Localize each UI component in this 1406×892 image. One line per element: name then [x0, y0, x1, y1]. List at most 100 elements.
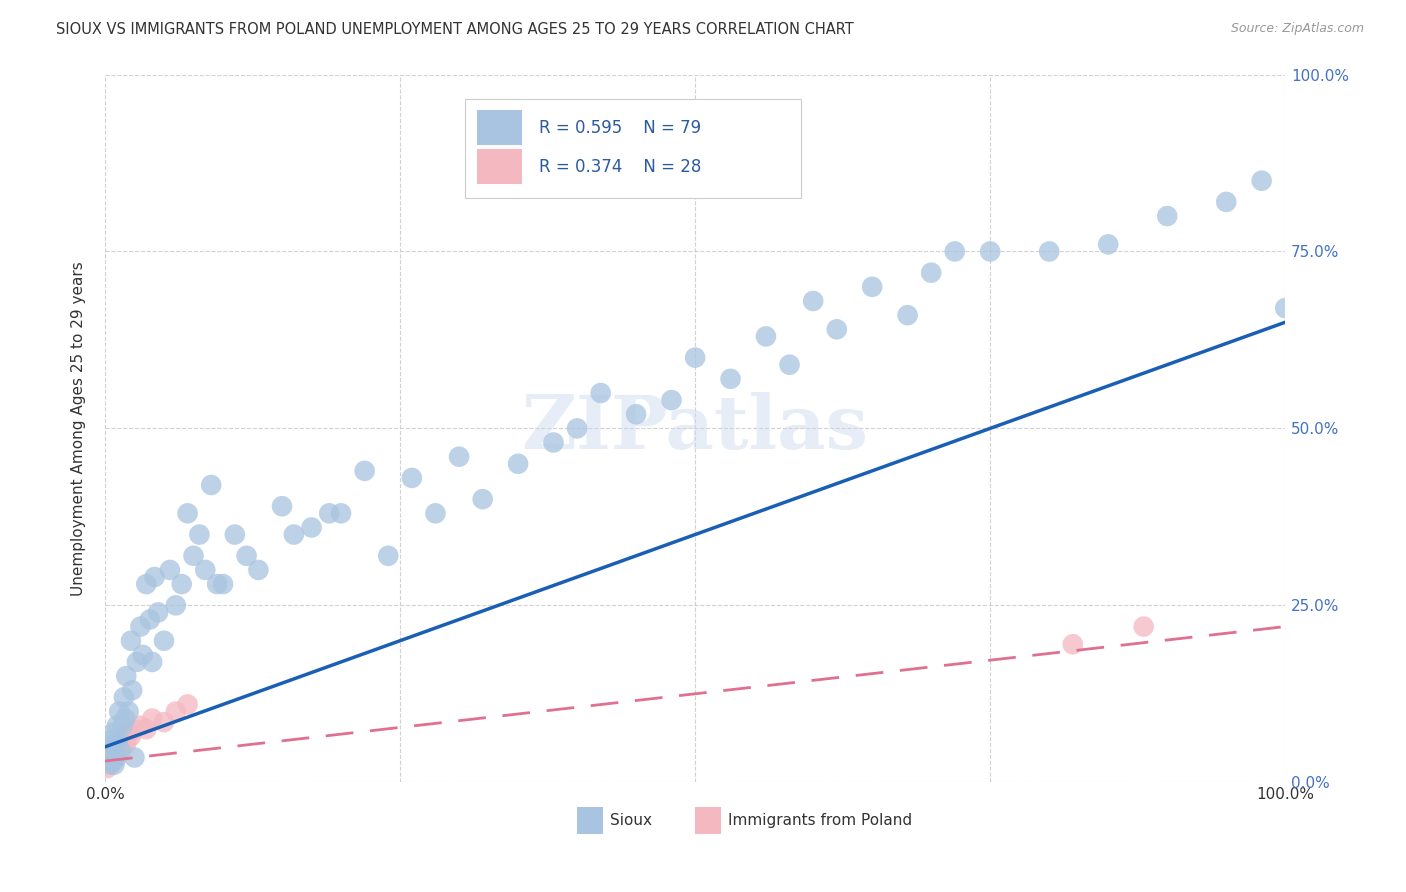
- Point: [103, 743, 125, 757]
- Point: [143, 570, 166, 584]
- Point: [103, 750, 125, 764]
- Point: [1132, 619, 1154, 633]
- Point: [103, 754, 125, 768]
- Point: [301, 520, 323, 534]
- Point: [100, 757, 122, 772]
- Point: [543, 435, 565, 450]
- Point: [141, 712, 163, 726]
- Point: [110, 732, 132, 747]
- Text: Source: ZipAtlas.com: Source: ZipAtlas.com: [1230, 22, 1364, 36]
- Point: [124, 750, 146, 764]
- Point: [235, 549, 257, 563]
- Point: [425, 506, 447, 520]
- Point: [1038, 244, 1060, 259]
- Point: [224, 527, 246, 541]
- Point: [101, 754, 124, 768]
- Point: [589, 386, 612, 401]
- Point: [108, 739, 131, 754]
- Point: [124, 722, 146, 736]
- Point: [120, 729, 142, 743]
- Point: [117, 705, 139, 719]
- Point: [661, 393, 683, 408]
- Point: [449, 450, 471, 464]
- Point: [565, 421, 588, 435]
- Point: [100, 747, 122, 761]
- Point: [194, 563, 217, 577]
- Point: [188, 527, 211, 541]
- Point: [105, 750, 128, 764]
- FancyBboxPatch shape: [465, 99, 801, 198]
- Point: [135, 722, 157, 736]
- Point: [401, 471, 423, 485]
- Point: [283, 527, 305, 541]
- Point: [183, 549, 205, 563]
- Text: ZIPatlas: ZIPatlas: [522, 392, 869, 465]
- Text: R = 0.595    N = 79: R = 0.595 N = 79: [540, 119, 702, 136]
- Point: [1250, 174, 1272, 188]
- Point: [330, 506, 353, 520]
- Point: [1097, 237, 1119, 252]
- Point: [125, 655, 148, 669]
- Point: [779, 358, 801, 372]
- Point: [117, 725, 139, 739]
- Point: [100, 750, 122, 764]
- Point: [1062, 637, 1084, 651]
- Point: [1156, 209, 1178, 223]
- Point: [115, 669, 138, 683]
- Point: [1274, 301, 1296, 315]
- Point: [97, 754, 120, 768]
- Point: [353, 464, 375, 478]
- Point: [176, 698, 198, 712]
- Text: R = 0.374    N = 28: R = 0.374 N = 28: [540, 158, 702, 176]
- Point: [139, 612, 162, 626]
- Text: SIOUX VS IMMIGRANTS FROM POLAND UNEMPLOYMENT AMONG AGES 25 TO 29 YEARS CORRELATI: SIOUX VS IMMIGRANTS FROM POLAND UNEMPLOY…: [56, 22, 853, 37]
- Point: [683, 351, 706, 365]
- Point: [120, 633, 142, 648]
- Point: [101, 743, 124, 757]
- Point: [170, 577, 193, 591]
- Point: [165, 599, 187, 613]
- Point: [377, 549, 399, 563]
- Bar: [576, 807, 603, 834]
- Point: [114, 732, 136, 747]
- Point: [247, 563, 270, 577]
- Bar: [477, 110, 522, 145]
- Point: [98, 757, 121, 772]
- Point: [153, 633, 176, 648]
- Point: [176, 506, 198, 520]
- Point: [105, 736, 128, 750]
- Point: [98, 747, 121, 761]
- Point: [506, 457, 529, 471]
- Point: [165, 705, 187, 719]
- Point: [132, 648, 155, 662]
- Point: [159, 563, 181, 577]
- Point: [755, 329, 778, 343]
- Point: [205, 577, 228, 591]
- Point: [979, 244, 1001, 259]
- Point: [115, 736, 138, 750]
- Point: [103, 736, 125, 750]
- Point: [943, 244, 966, 259]
- Point: [100, 732, 122, 747]
- Point: [271, 500, 294, 514]
- Point: [104, 747, 127, 761]
- Point: [111, 729, 134, 743]
- Point: [212, 577, 235, 591]
- Point: [105, 718, 128, 732]
- Point: [720, 372, 742, 386]
- Point: [153, 715, 176, 730]
- Point: [897, 308, 920, 322]
- Point: [104, 739, 127, 754]
- Point: [129, 619, 152, 633]
- Point: [105, 747, 128, 761]
- Text: Sioux: Sioux: [610, 813, 652, 828]
- Point: [111, 718, 134, 732]
- Point: [860, 280, 883, 294]
- Point: [471, 492, 494, 507]
- Point: [146, 606, 169, 620]
- Point: [112, 690, 135, 705]
- Point: [624, 407, 647, 421]
- Y-axis label: Unemployment Among Ages 25 to 29 years: Unemployment Among Ages 25 to 29 years: [72, 261, 86, 596]
- Point: [103, 757, 125, 772]
- Point: [103, 725, 125, 739]
